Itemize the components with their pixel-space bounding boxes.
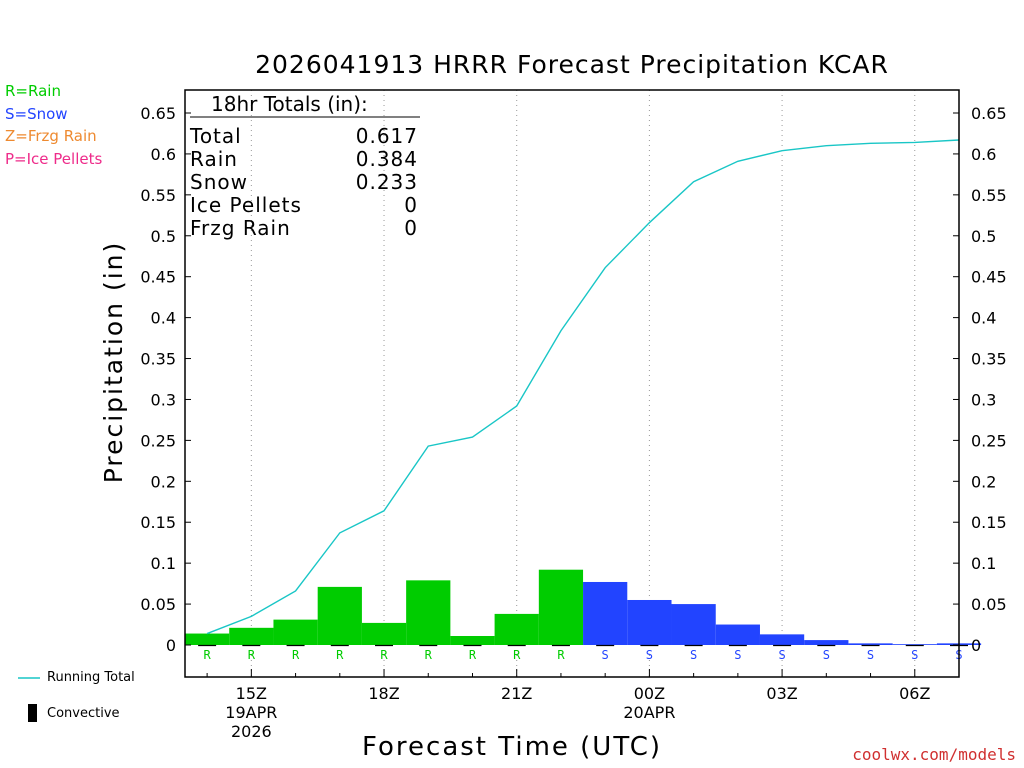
y-tick-label-left: 0.3 [151, 390, 176, 409]
bar-21 [494, 613, 539, 645]
bar-29 [848, 643, 893, 645]
y-tick-label-left: 0.5 [151, 227, 176, 246]
bar-14 [185, 633, 230, 645]
bar-17 [317, 586, 362, 645]
y-tick-label-right: 0.65 [971, 104, 1007, 123]
y-tick-label-right: 0.1 [971, 554, 996, 573]
y-tick-label-right: 0.4 [971, 309, 996, 328]
precip-type-label: R [469, 648, 477, 662]
totals-value: 0.384 [356, 147, 418, 171]
bar-19 [406, 580, 451, 645]
totals-label: Snow [190, 170, 248, 194]
y-tick-label-left: 0.35 [140, 350, 176, 369]
y-tick-label-right: 0.25 [971, 431, 1007, 450]
bar-24 [627, 599, 672, 645]
y-tick-label-left: 0.45 [140, 268, 176, 287]
y-tick-label-right: 0.6 [971, 145, 996, 164]
x-tick-label: 00Z [634, 684, 665, 703]
chart-title: 2026041913 HRRR Forecast Precipitation K… [255, 50, 889, 79]
legend-convective-swatch [28, 704, 37, 722]
precip-type-label: S [823, 648, 830, 662]
totals-value: 0.233 [356, 170, 418, 194]
x-tick-label: 03Z [766, 684, 797, 703]
precip-type-label: S [734, 648, 741, 662]
x-tick-label: 18Z [368, 684, 399, 703]
precip-type-label: R [380, 648, 388, 662]
y-tick-label-right: 0.3 [971, 390, 996, 409]
precip-type-label: S [602, 648, 609, 662]
bar-23 [583, 581, 628, 645]
y-axis-label: Precipitation (in) [99, 241, 128, 484]
y-tick-label-right: 0.45 [971, 268, 1007, 287]
precip-type-label: R [425, 648, 433, 662]
precip-type-label: S [646, 648, 653, 662]
y-tick-label-right: 0.5 [971, 227, 996, 246]
y-tick-label-right: 0.05 [971, 595, 1007, 614]
precip-type-label: S [778, 648, 785, 662]
y-tick-label-left: 0.05 [140, 595, 176, 614]
bar-30 [892, 644, 937, 645]
totals-label: Frzg Rain [190, 216, 291, 240]
totals-value: 0.617 [356, 124, 418, 148]
totals-value: 0 [404, 216, 418, 240]
bar-15 [229, 627, 274, 645]
precip-type-label: R [513, 648, 521, 662]
y-tick-label-left: 0 [166, 636, 176, 655]
precip-type-label: S [867, 648, 874, 662]
y-tick-label-left: 0.65 [140, 104, 176, 123]
bar-22 [538, 569, 584, 645]
legend-frzg-rain: Z=Frzg Rain [5, 127, 97, 145]
precip-type-label: R [248, 648, 256, 662]
bar-26 [715, 624, 760, 645]
plot-frame [184, 89, 960, 678]
y-tick-label-left: 0.25 [140, 431, 176, 450]
y-tick-label-left: 0.2 [151, 472, 176, 491]
y-tick-label-right: 0.15 [971, 513, 1007, 532]
y-tick-label-left: 0.15 [140, 513, 176, 532]
bar-18 [361, 622, 407, 645]
bar-25 [671, 604, 716, 645]
running-total-line [206, 139, 960, 635]
x-tick-label: 20APR [623, 703, 675, 722]
credit-link[interactable]: coolwx.com/models [852, 745, 1016, 764]
legend-snow: S=Snow [5, 105, 68, 123]
precip-type-label: R [557, 648, 565, 662]
bar-27 [759, 634, 805, 645]
precip-type-label: S [911, 648, 918, 662]
totals-heading: 18hr Totals (in): [211, 92, 368, 116]
bar-20 [450, 635, 495, 645]
y-tick-label-left: 0.1 [151, 554, 176, 573]
legend-ice-pellets: P=Ice Pellets [5, 150, 103, 168]
y-tick-label-left: 0.6 [151, 145, 176, 164]
precip-type-label: S [690, 648, 697, 662]
totals-label: Ice Pellets [190, 193, 302, 217]
bar-28 [804, 640, 849, 645]
y-tick-label-right: 0.35 [971, 350, 1007, 369]
legend-running-total-label: Running Total [47, 670, 135, 685]
legend-rain: R=Rain [5, 82, 61, 100]
precip-type-label: R [336, 648, 344, 662]
precip-type-label: R [292, 648, 300, 662]
precip-type-label: R [203, 648, 211, 662]
y-tick-label-right: 0 [971, 636, 981, 655]
x-tick-label: 15Z [236, 684, 267, 703]
x-tick-label: 19APR [225, 703, 277, 722]
x-tick-label: 2026 [231, 722, 272, 741]
totals-value: 0 [404, 193, 418, 217]
legend-convective-label: Convective [47, 706, 120, 721]
x-tick-label: 06Z [899, 684, 930, 703]
totals-label: Total [189, 124, 242, 148]
totals-label: Rain [190, 147, 238, 171]
x-axis-label: Forecast Time (UTC) [361, 732, 662, 762]
y-tick-label-right: 0.2 [971, 472, 996, 491]
y-tick-label-left: 0.55 [140, 186, 176, 205]
x-tick-label: 21Z [501, 684, 532, 703]
y-tick-label-right: 0.55 [971, 186, 1007, 205]
y-tick-label-left: 0.4 [151, 309, 176, 328]
bar-16 [273, 619, 318, 645]
